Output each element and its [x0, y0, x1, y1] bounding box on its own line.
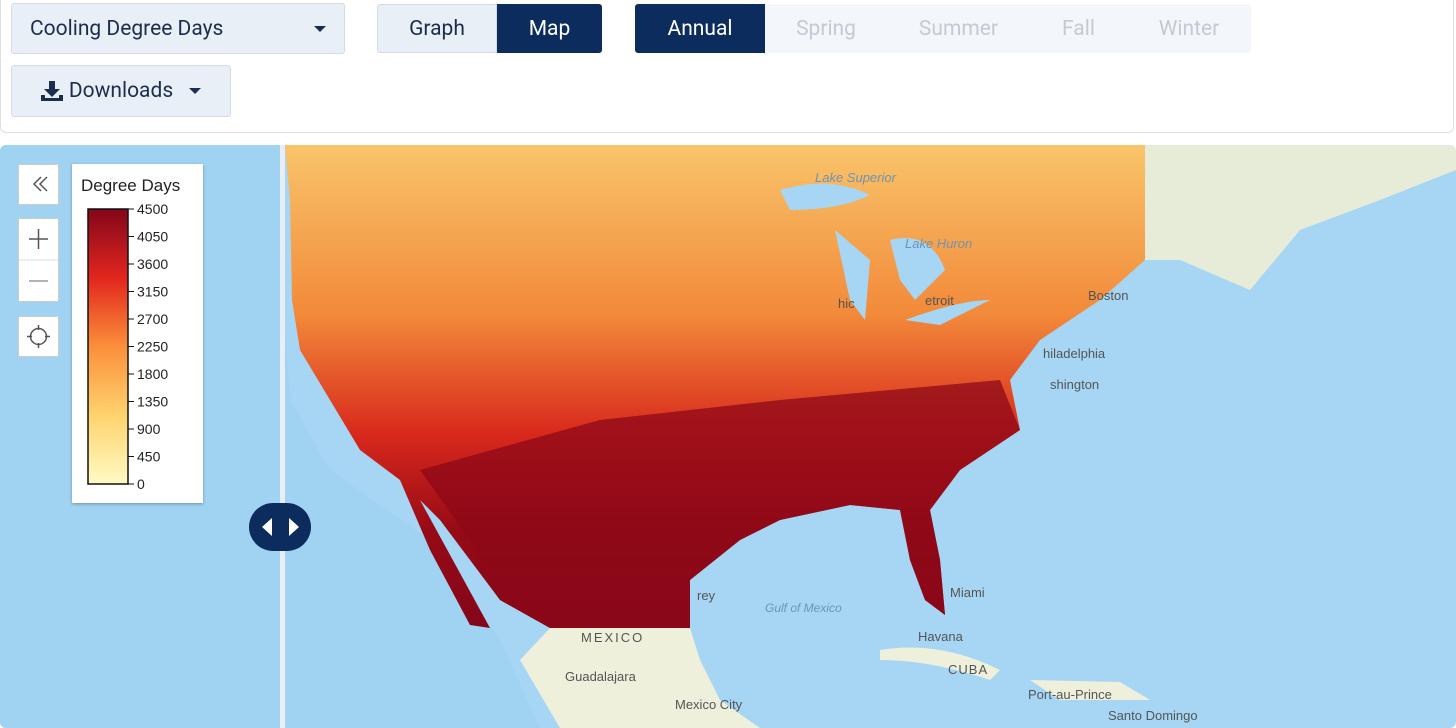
downloads-label: Downloads — [68, 79, 174, 103]
map-label: Gulf of Mexico — [765, 601, 842, 615]
heatmap-hot — [420, 380, 1020, 628]
icon — [27, 325, 50, 348]
view-button[interactable]: Map — [497, 4, 602, 53]
legend-tick-label: 900 — [137, 421, 161, 437]
map-label: MEXICO — [581, 630, 644, 645]
color-bar — [87, 208, 129, 485]
season-button[interactable]: Annual — [635, 4, 765, 53]
lake — [835, 230, 870, 320]
legend-title: Degree Days — [81, 176, 180, 195]
legend-tick-label: 2700 — [137, 311, 168, 327]
map-label: CUBA — [948, 662, 988, 677]
downloads-button[interactable]: Downloads — [11, 65, 231, 117]
map-label: Santo Domingo — [1108, 708, 1198, 723]
lake — [890, 238, 945, 300]
hispaniola-land — [1030, 680, 1150, 700]
map-label: Guadalajara — [565, 669, 637, 684]
download-icon — [40, 81, 63, 101]
view-button[interactable]: Graph — [377, 4, 497, 53]
mexico-land — [520, 628, 760, 728]
legend-tick-label: 3150 — [137, 284, 168, 300]
dropdown-label: Cooling Degree Days — [30, 16, 224, 41]
map-label: Lake Superior — [815, 170, 897, 185]
map-label: Boston — [1088, 288, 1128, 303]
zoom-icons — [19, 229, 58, 282]
caret — [314, 25, 326, 32]
season-button[interactable]: Spring — [765, 4, 887, 53]
map-label: rey — [697, 588, 716, 603]
zoom-control — [18, 218, 59, 302]
legend-tick-label: 4050 — [137, 229, 168, 245]
swipe-handle[interactable] — [249, 503, 311, 551]
lake — [905, 300, 990, 325]
map-label: Lake Huron — [905, 236, 972, 251]
toolbar: Cooling Degree Days Graph Map Annual Spr… — [0, 0, 1454, 133]
cuba-land — [880, 647, 1000, 680]
legend-tick-label: 450 — [137, 449, 161, 465]
map-canvas: Lake Superior Lake Huron hic etroit Bost… — [0, 145, 1456, 728]
legend-tick-label: 0 — [137, 476, 145, 492]
map: Lake Superior Lake Huron hic etroit Bost… — [0, 145, 1456, 728]
season-button[interactable]: Fall — [1030, 4, 1127, 53]
swipe-line[interactable] — [280, 145, 285, 728]
map-label: Port-au-Prince — [1028, 687, 1112, 702]
map-label: Miami — [950, 585, 985, 600]
lake — [780, 183, 870, 210]
map-label: etroit — [925, 293, 954, 308]
canada-land — [1145, 145, 1456, 290]
legend-tick-label: 2250 — [137, 339, 168, 355]
season-button[interactable]: Summer — [887, 4, 1030, 53]
legend-tick-label: 1800 — [137, 366, 168, 382]
legend-canvas: Degree Days 0 450 900 1350 1800 2250 2700 3150 3… — [81, 176, 180, 492]
legend-tick-label: 1350 — [137, 394, 168, 410]
legend-tick-label: 3600 — [137, 256, 168, 272]
variable-dropdown[interactable]: Cooling Degree Days — [11, 3, 345, 54]
collapse-button[interactable] — [18, 164, 59, 205]
legend: Degree Days 0 450 900 1350 1800 2250 2700 3150 3… — [72, 164, 203, 503]
locate-button[interactable] — [18, 316, 59, 357]
map-label: shington — [1050, 377, 1099, 392]
map-label: hic — [838, 296, 855, 311]
legend-tick-label: 4500 — [137, 201, 168, 217]
map-label: Havana — [918, 629, 964, 644]
swipe-arrows — [262, 518, 299, 536]
caret — [189, 88, 202, 94]
season-button[interactable]: Winter — [1127, 4, 1251, 53]
map-label: Mexico City — [675, 697, 743, 712]
map-label: hiladelphia — [1043, 346, 1106, 361]
icon — [32, 176, 48, 192]
